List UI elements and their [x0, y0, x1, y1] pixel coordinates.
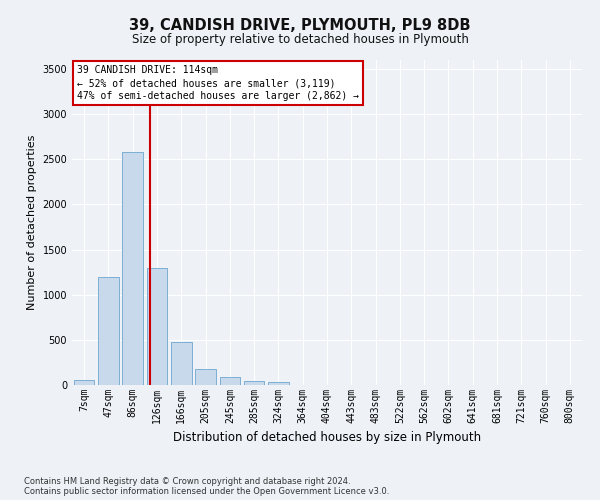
Bar	[146, 268, 167, 385]
Bar	[244, 381, 265, 385]
Bar	[171, 342, 191, 385]
Bar	[220, 377, 240, 385]
Bar	[268, 382, 289, 385]
Text: Size of property relative to detached houses in Plymouth: Size of property relative to detached ho…	[131, 32, 469, 46]
Bar	[122, 152, 143, 385]
Text: Contains HM Land Registry data © Crown copyright and database right 2024.: Contains HM Land Registry data © Crown c…	[24, 477, 350, 486]
Text: Contains public sector information licensed under the Open Government Licence v3: Contains public sector information licen…	[24, 487, 389, 496]
Text: 39 CANDISH DRIVE: 114sqm
← 52% of detached houses are smaller (3,119)
47% of sem: 39 CANDISH DRIVE: 114sqm ← 52% of detach…	[77, 65, 359, 102]
X-axis label: Distribution of detached houses by size in Plymouth: Distribution of detached houses by size …	[173, 432, 481, 444]
Y-axis label: Number of detached properties: Number of detached properties	[27, 135, 37, 310]
Bar	[98, 276, 119, 385]
Bar	[74, 380, 94, 385]
Bar	[195, 369, 216, 385]
Text: 39, CANDISH DRIVE, PLYMOUTH, PL9 8DB: 39, CANDISH DRIVE, PLYMOUTH, PL9 8DB	[129, 18, 471, 32]
